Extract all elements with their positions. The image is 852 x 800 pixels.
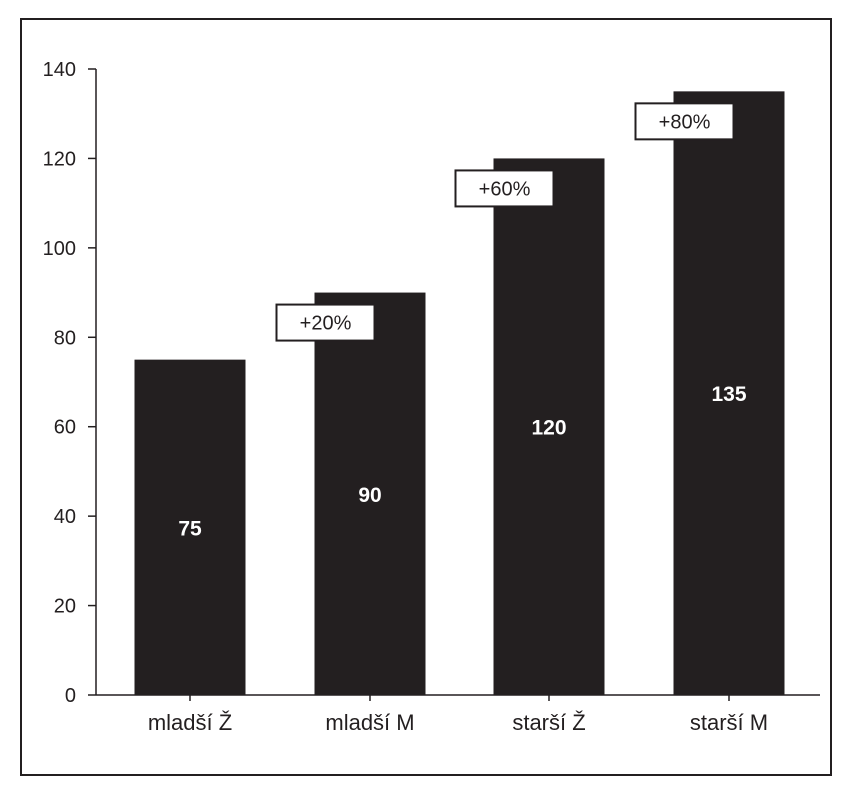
change-label-box [275, 303, 376, 342]
y-tick-label: 60 [54, 417, 76, 439]
change-label: +60% [454, 169, 555, 208]
category-label: starší Ž [512, 710, 585, 735]
bar [673, 91, 785, 696]
category-label: mladší M [325, 710, 414, 735]
change-label: +80% [634, 102, 735, 141]
y-tick-label: 140 [43, 59, 76, 81]
change-label: +20% [275, 303, 376, 342]
bar [493, 158, 605, 695]
bars [134, 91, 785, 696]
change-label-box [634, 102, 735, 141]
category-label: starší M [690, 710, 768, 735]
y-tick-label: 80 [54, 327, 76, 349]
category-label: mladší Ž [148, 710, 232, 735]
bar-value-label: 135 [711, 383, 746, 406]
change-label-box [454, 169, 555, 208]
change-label-text: +20% [300, 313, 352, 335]
bar-value-label: 120 [531, 417, 566, 440]
y-tick-label: 20 [54, 596, 76, 618]
change-label-text: +60% [479, 178, 531, 200]
y-tick-label: 120 [43, 148, 76, 170]
y-tick-label: 0 [65, 685, 76, 707]
bar-value-label: 90 [358, 484, 381, 507]
y-tick-label: 40 [54, 506, 76, 528]
bar [314, 292, 426, 695]
bar [134, 359, 246, 695]
bar-value-label: 75 [178, 517, 202, 540]
change-label-text: +80% [659, 111, 711, 133]
y-tick-label: 100 [43, 238, 76, 260]
labels: mladší Ž 75 mladší M 90 +20% starší Ž 120 +60% s… [148, 102, 768, 735]
